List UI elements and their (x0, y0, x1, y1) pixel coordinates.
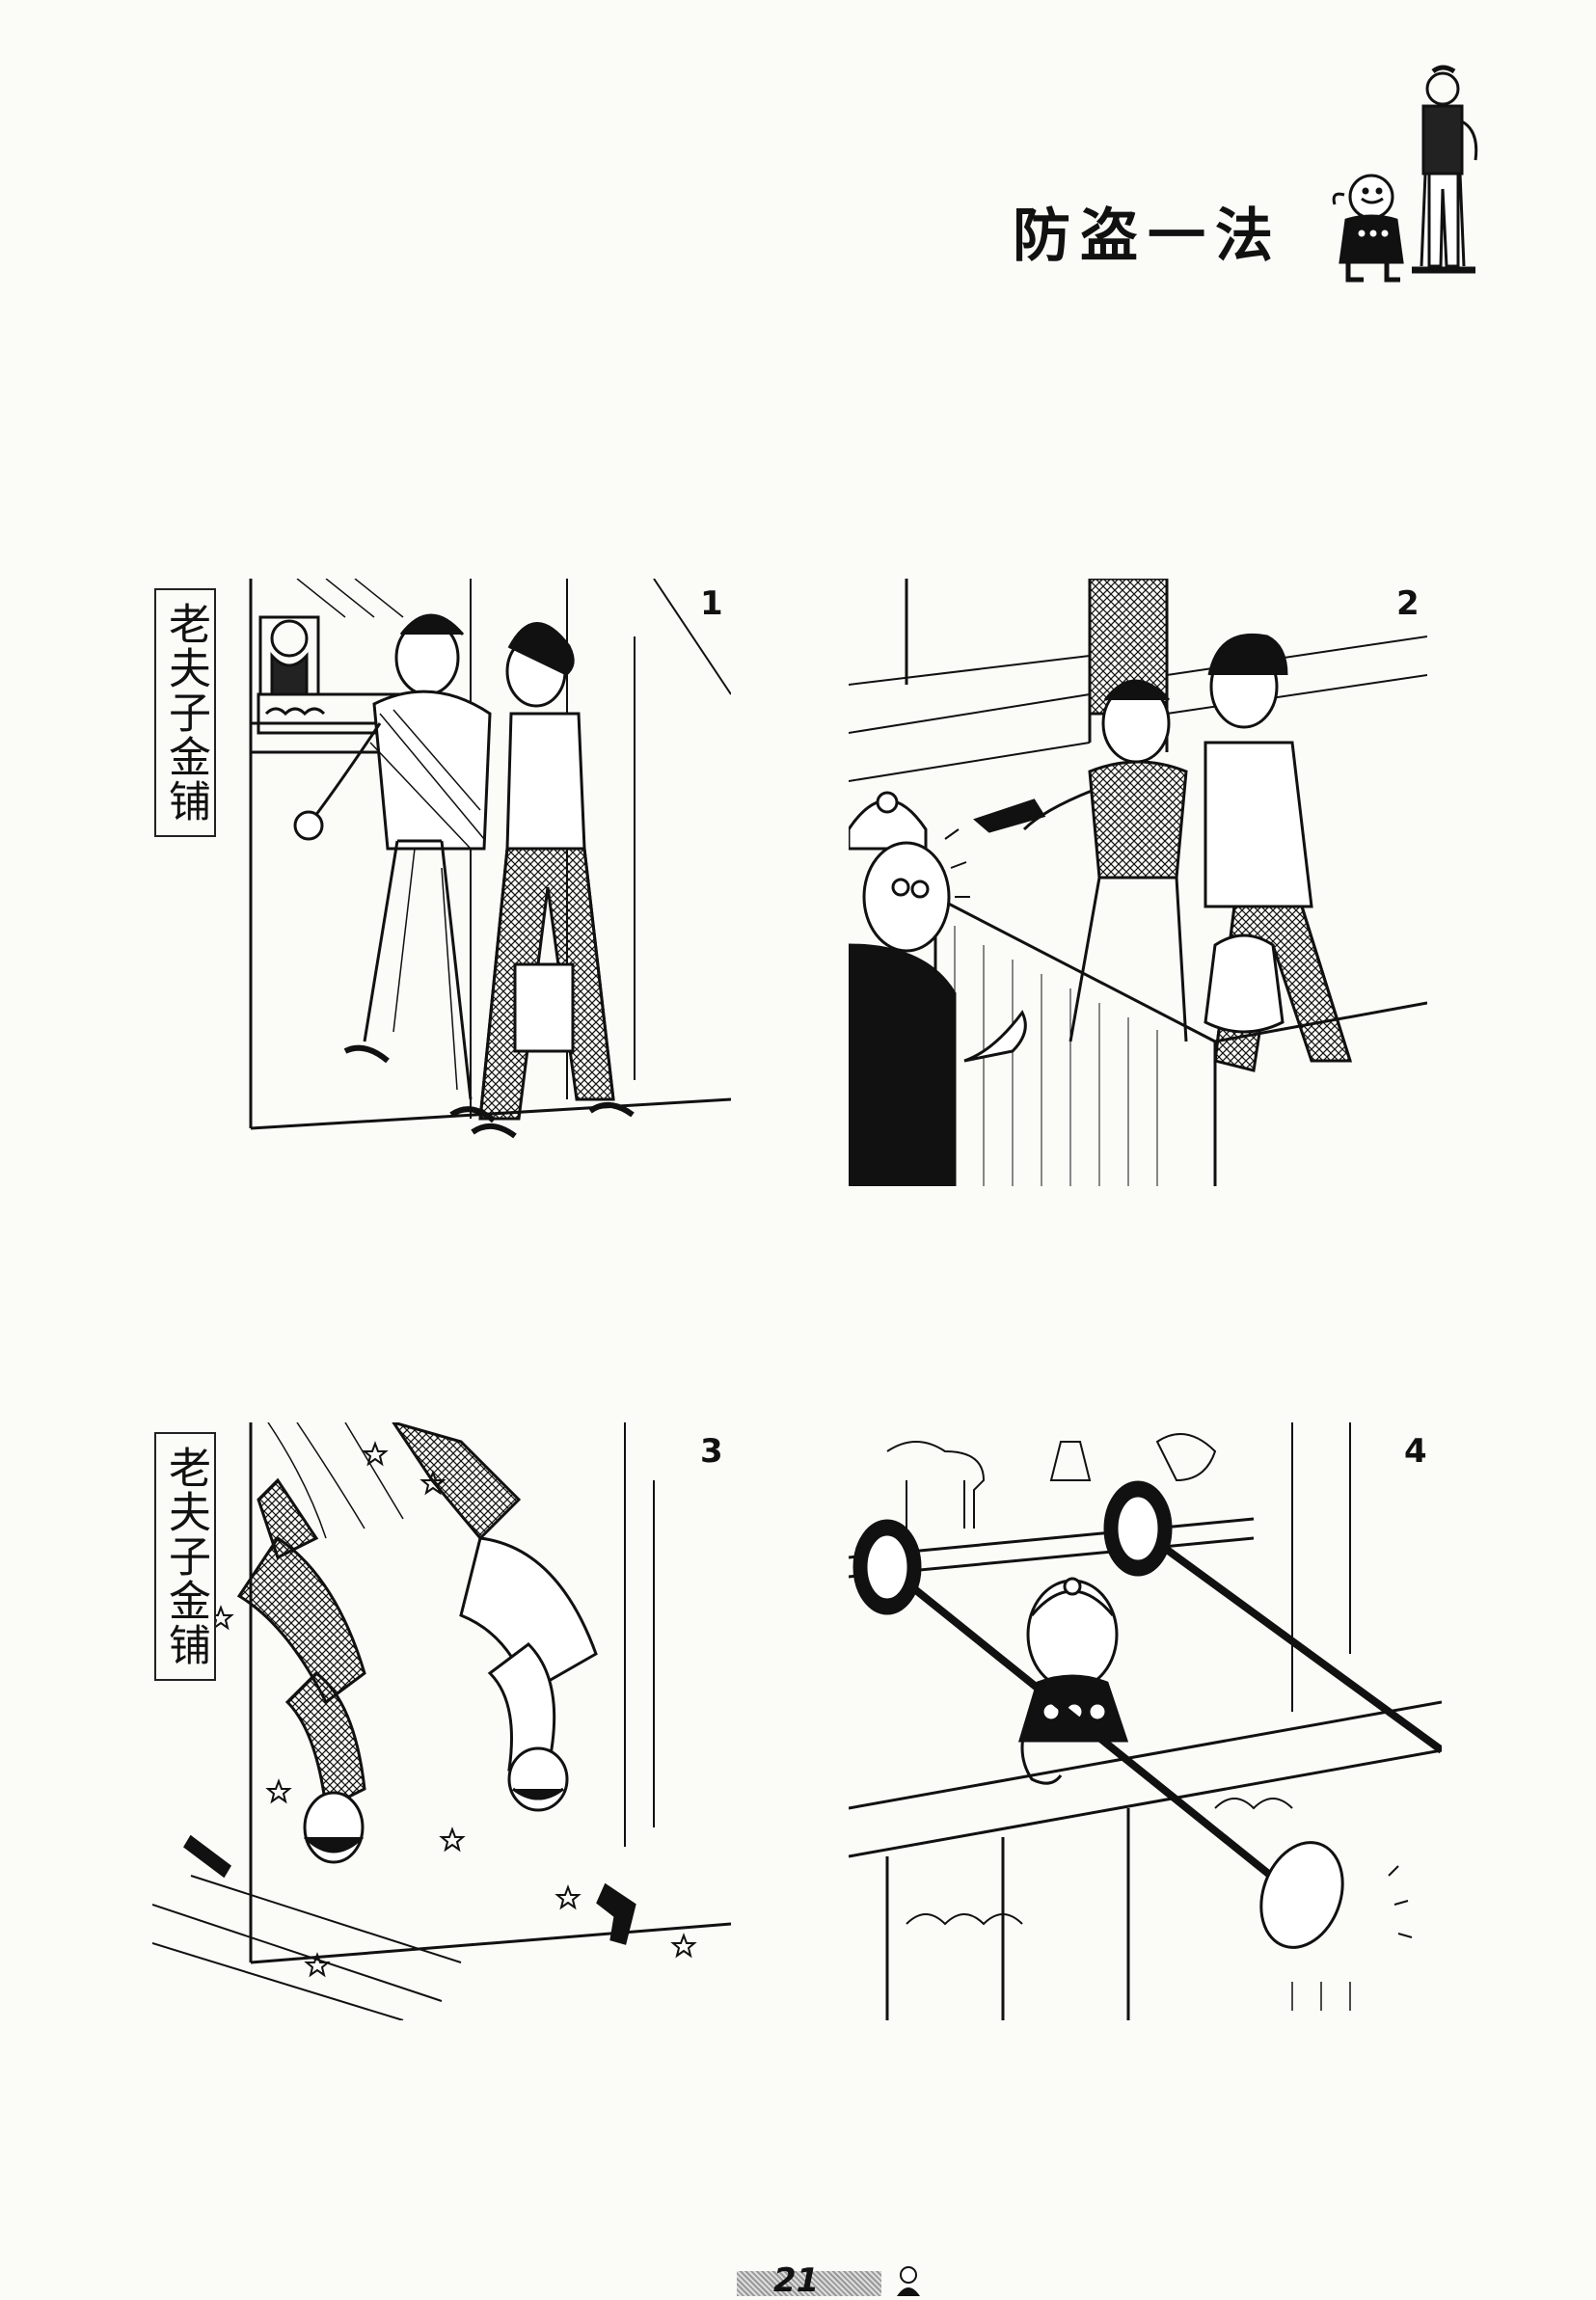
panel-number: 3 (700, 1432, 723, 1471)
panel-1-drawing (249, 579, 731, 1139)
shop-sign: 老夫子金铺 (154, 1432, 216, 1681)
panel-number: 2 (1396, 584, 1420, 623)
footer-mascot-icon (897, 2266, 920, 2296)
panel-2-drawing (849, 579, 1427, 1186)
comic-panel-3: 老夫子金铺 3 (152, 1422, 741, 2020)
comic-panel-4: 4 (849, 1422, 1442, 2020)
comic-panel-2: 2 (849, 579, 1427, 1186)
panel-4-drawing (849, 1422, 1442, 2020)
panel-number: 4 (1404, 1432, 1427, 1471)
panel-number: 1 (700, 584, 723, 623)
page-number: 21 (773, 2261, 820, 2300)
page-footer: 21 (716, 2261, 947, 2300)
comic-panel-1: 老夫子金铺 1 (152, 579, 731, 1186)
panel-3-drawing (152, 1422, 732, 2020)
shop-sign: 老夫子金铺 (154, 588, 216, 837)
page-number-bar (737, 2271, 881, 2296)
header-mascots-illustration (1332, 65, 1478, 283)
page-title: 防盗一法 (1013, 203, 1283, 270)
